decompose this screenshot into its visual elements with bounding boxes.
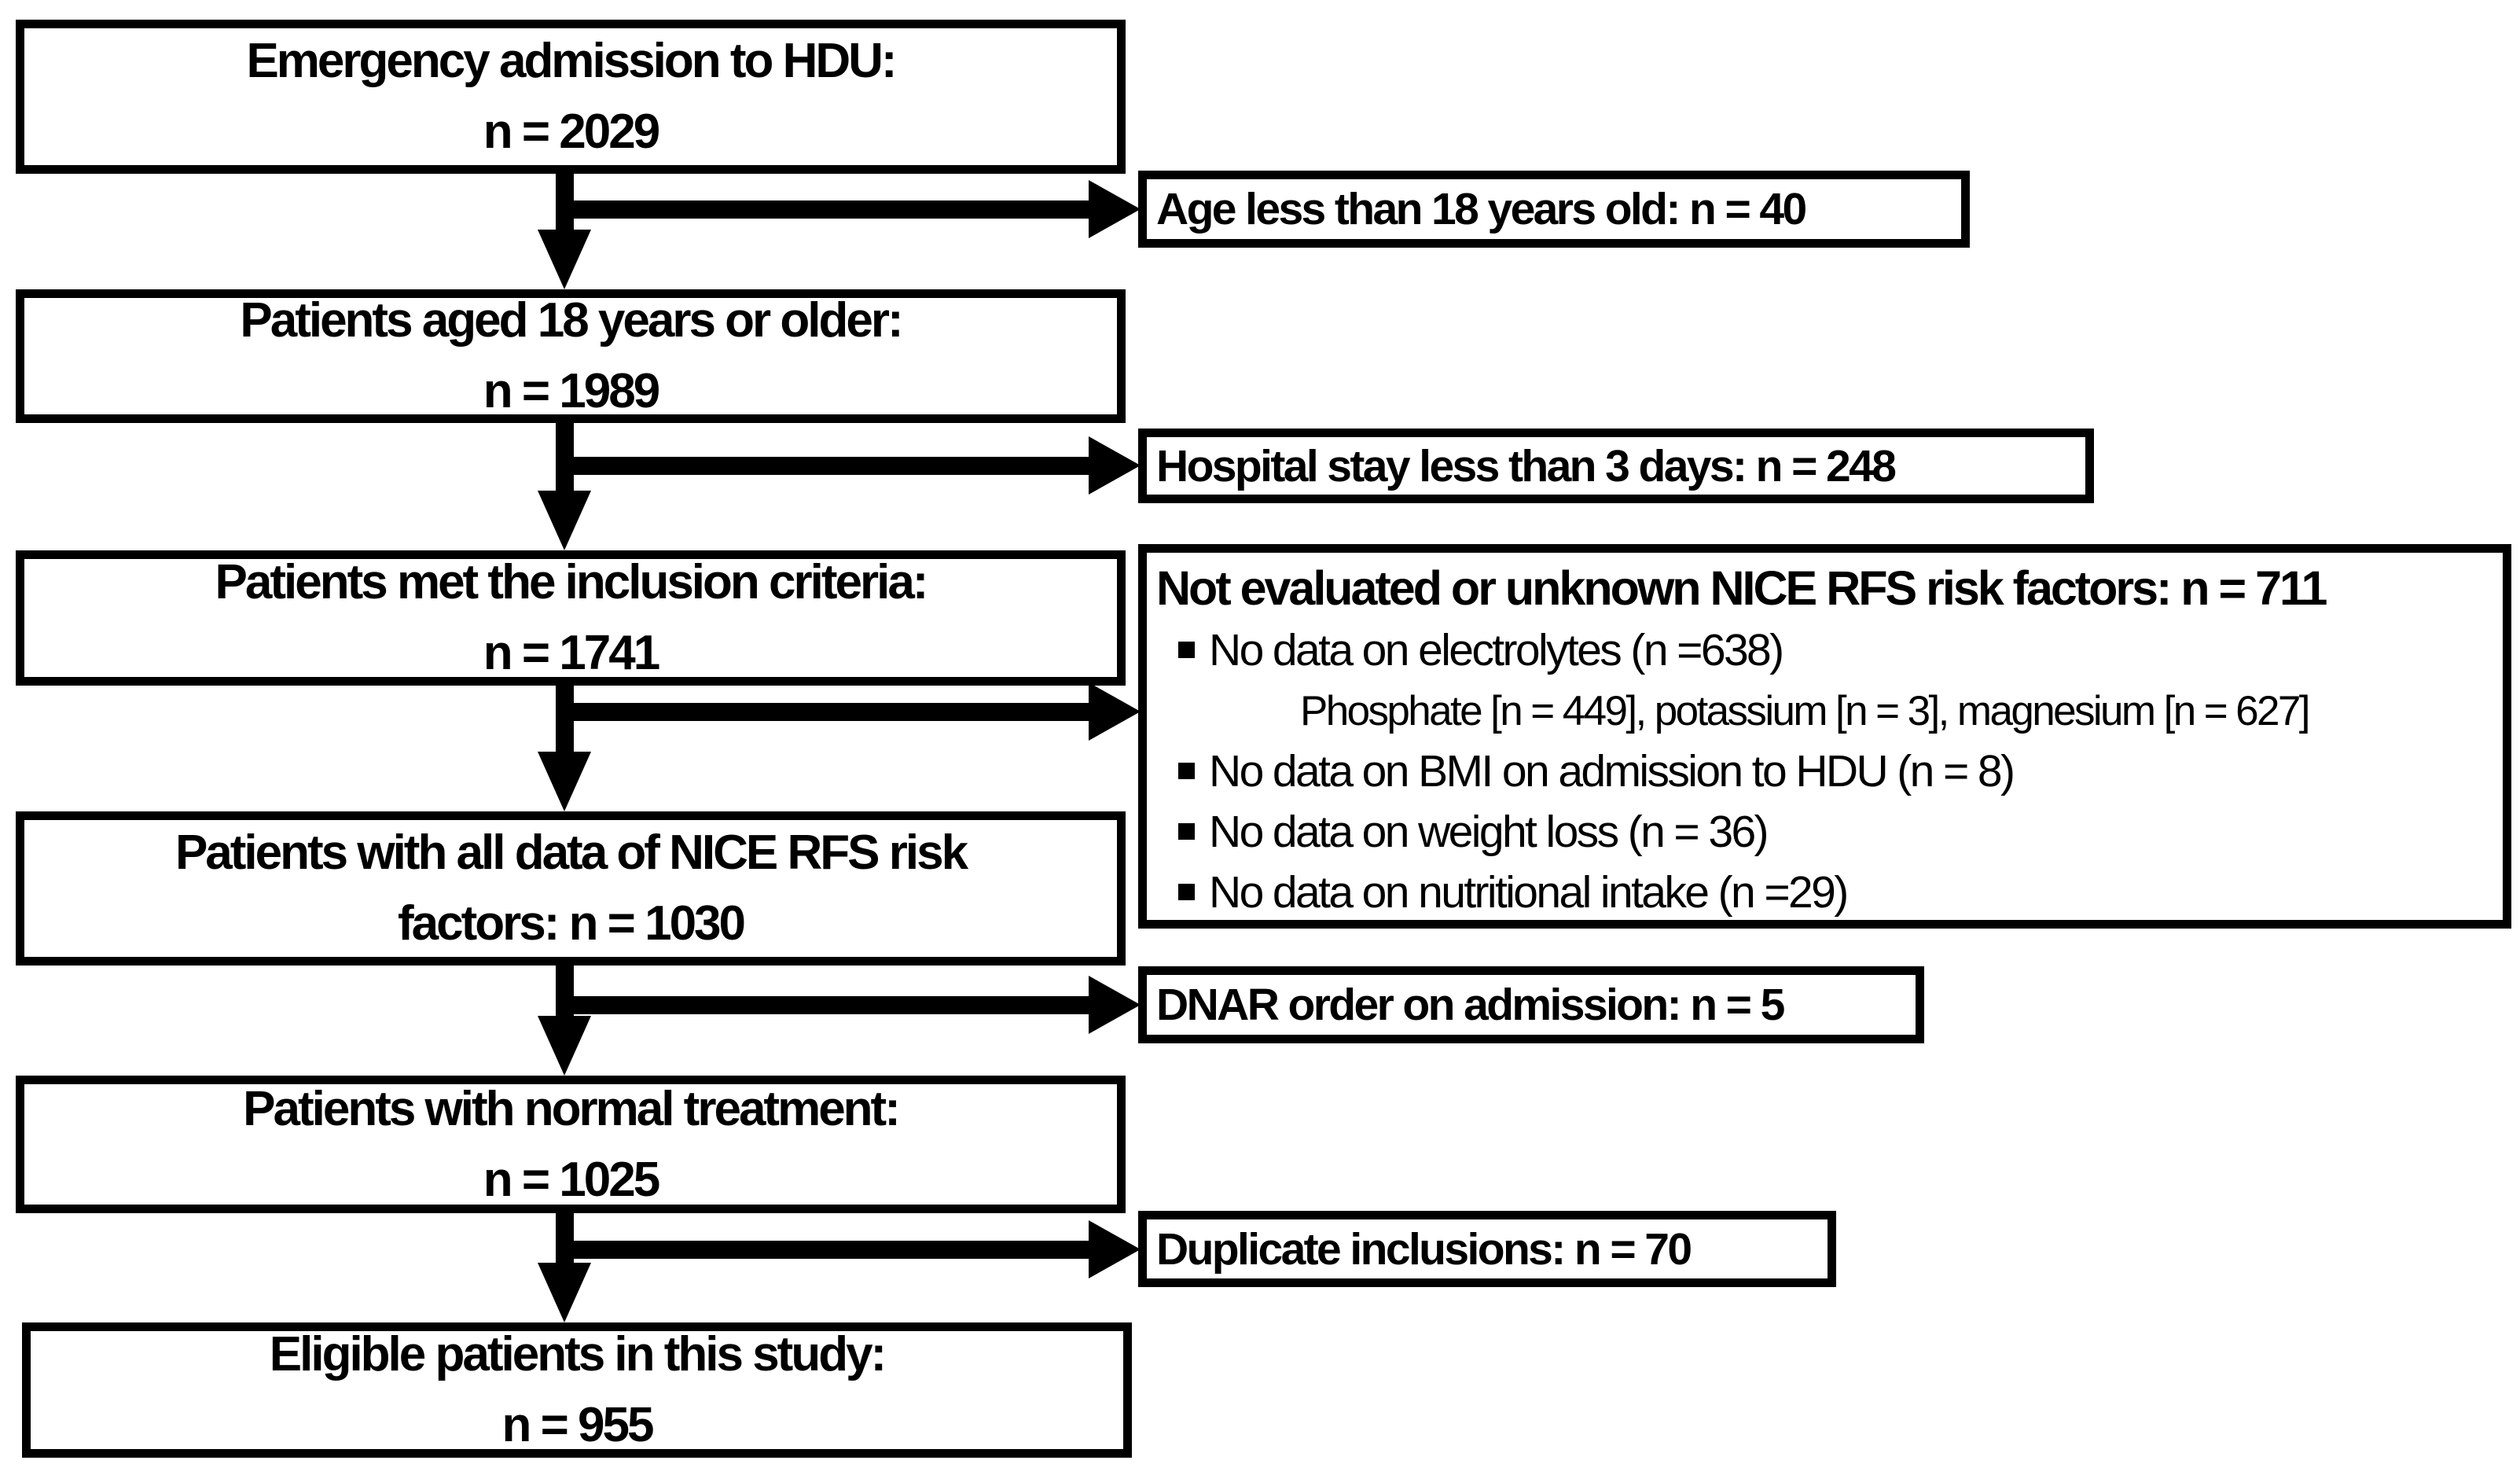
connector-line — [556, 165, 574, 233]
exclusion-title: Not evaluated or unknown NICE RFS risk f… — [1156, 561, 2327, 615]
flow-box-line: Patients aged 18 years or older: — [240, 293, 903, 348]
flow-box-count: n = 2029 — [483, 105, 660, 159]
exclusion-bullet-weight-loss: No data on weight loss (n = 36) — [1156, 802, 2503, 863]
connector-line — [564, 996, 1091, 1014]
flow-box-line: Patients with normal treatment: — [243, 1081, 901, 1136]
flow-box-nice-rfs-data: Patients with all data of NICE RFS risk … — [16, 811, 1126, 966]
exclusion-box-duplicate: Duplicate inclusions: n = 70 — [1138, 1211, 1836, 1287]
connector-line — [564, 200, 1091, 219]
flow-box-count: factors: n = 1030 — [397, 896, 746, 951]
down-arrow-icon — [538, 1016, 591, 1076]
flow-box-line: Patients met the inclusion criteria: — [215, 555, 929, 609]
flow-box-aged-18-or-older: Patients aged 18 years or older: n = 198… — [16, 289, 1126, 423]
bullet-square-icon — [1178, 823, 1195, 840]
exclusion-box-nice-rfs-missing: Not evaluated or unknown NICE RFS risk f… — [1138, 544, 2511, 929]
exclusion-bullet-electrolytes: No data on electrolytes (n =638) — [1156, 620, 2503, 681]
exclusion-box-hospital-stay: Hospital stay less than 3 days: n = 248 — [1138, 429, 2094, 503]
flow-box-count: n = 1025 — [483, 1152, 660, 1207]
bullet-square-icon — [1178, 642, 1195, 658]
exclusion-label: Age less than 18 years old: n = 40 — [1156, 184, 1807, 234]
down-arrow-icon — [538, 491, 591, 550]
right-arrow-icon — [1089, 180, 1141, 238]
connector-line — [556, 417, 574, 494]
flow-box-inclusion-criteria: Patients met the inclusion criteria: n =… — [16, 550, 1126, 686]
connector-line — [564, 457, 1091, 475]
exclusion-label: Duplicate inclusions: n = 70 — [1156, 1223, 1692, 1275]
down-arrow-icon — [538, 752, 591, 811]
bullet-square-icon — [1178, 884, 1195, 900]
exclusion-label: DNAR order on admission: n = 5 — [1156, 980, 1785, 1030]
connector-line — [564, 703, 1091, 721]
exclusion-bullet-text: No data on electrolytes (n =638) — [1209, 625, 1784, 675]
bullet-square-icon — [1178, 763, 1195, 779]
flow-box-count: n = 1741 — [483, 626, 660, 680]
exclusion-bullet-text: No data on BMI on admission to HDU (n = … — [1209, 746, 2015, 796]
exclusion-bullet-text: No data on nutritional intake (n =29) — [1209, 867, 1849, 918]
right-arrow-icon — [1089, 682, 1141, 741]
flow-box-eligible-patients: Eligible patients in this study: n = 955 — [22, 1322, 1132, 1458]
right-arrow-icon — [1089, 976, 1141, 1034]
exclusion-bullet-bmi: No data on BMI on admission to HDU (n = … — [1156, 741, 2503, 802]
exclusion-subdetail-electrolytes: Phosphate [n = 449], potassium [n = 3], … — [1300, 688, 2311, 734]
down-arrow-icon — [538, 1263, 591, 1322]
exclusion-box-age: Age less than 18 years old: n = 40 — [1138, 171, 1970, 248]
exclusion-box-dnar: DNAR order on admission: n = 5 — [1138, 966, 1924, 1043]
flow-box-emergency-admission: Emergency admission to HDU: n = 2029 — [16, 20, 1126, 174]
flow-box-line: Eligible patients in this study: — [269, 1327, 887, 1381]
flow-box-normal-treatment: Patients with normal treatment: n = 1025 — [16, 1076, 1126, 1213]
connector-line — [564, 1241, 1091, 1259]
exclusion-bullet-text: No data on weight loss (n = 36) — [1209, 807, 1769, 857]
exclusion-bullet-nutritional-intake: No data on nutritional intake (n =29) — [1156, 863, 2503, 923]
down-arrow-icon — [538, 230, 591, 289]
right-arrow-icon — [1089, 436, 1141, 495]
right-arrow-icon — [1089, 1220, 1141, 1278]
flow-box-line: Emergency admission to HDU: — [246, 34, 897, 88]
flow-box-line: Patients with all data of NICE RFS risk — [174, 826, 968, 880]
exclusion-label: Hospital stay less than 3 days: n = 248 — [1156, 440, 1897, 491]
flow-box-count: n = 955 — [501, 1398, 655, 1452]
flow-box-count: n = 1989 — [483, 364, 660, 418]
